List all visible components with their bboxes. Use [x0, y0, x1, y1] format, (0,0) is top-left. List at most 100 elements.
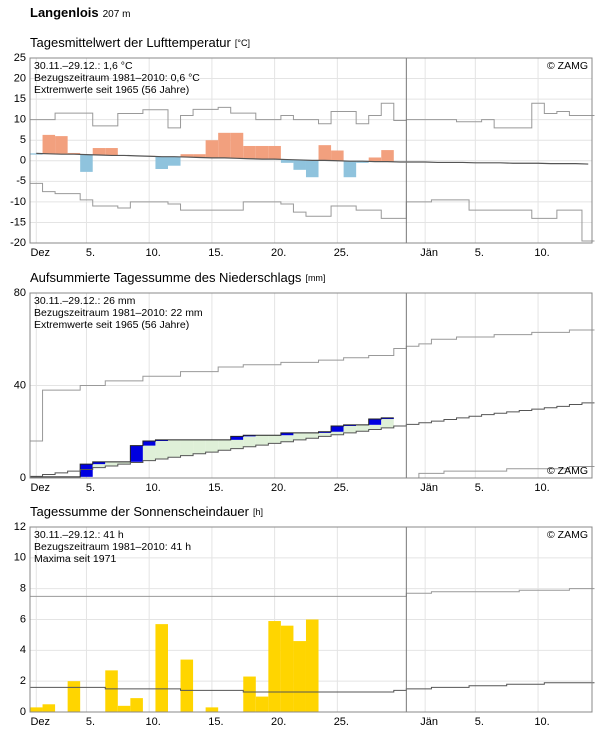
credit: © ZAMG — [547, 529, 588, 541]
surplus-fill — [142, 445, 156, 461]
surplus-fill — [243, 436, 256, 447]
legend-note: 30.11.–29.12.: 1,6 °C — [34, 60, 133, 72]
deviation-bar — [92, 148, 106, 156]
legend-note: Maxima seit 1971 — [34, 553, 116, 565]
bar — [30, 707, 43, 712]
daily-increment — [80, 464, 93, 477]
x-tick-label: 10. — [534, 247, 549, 259]
y-tick-label: 10 — [14, 114, 26, 126]
daily-increment — [92, 461, 106, 465]
daily-increment — [368, 419, 382, 425]
x-tick-label: Jän — [420, 247, 438, 259]
y-tick-label: 2 — [20, 675, 26, 687]
x-tick-label: 10. — [534, 482, 549, 494]
x-tick-label: 20. — [271, 247, 286, 259]
chart-title: Aufsummierte Tagessumme des Niederschlag… — [30, 270, 325, 285]
surplus-fill — [105, 461, 118, 466]
y-tick-label: 4 — [20, 644, 26, 656]
deviation-bar — [105, 148, 118, 156]
bar — [205, 707, 219, 712]
x-tick-label: 10. — [146, 247, 161, 259]
y-tick-label: 8 — [20, 583, 26, 595]
surplus-fill — [305, 432, 319, 439]
plot-border — [29, 292, 593, 479]
surplus-fill — [356, 424, 369, 432]
surplus-fill — [368, 424, 382, 430]
step-line — [30, 402, 595, 477]
y-tick-label: 10 — [14, 552, 26, 564]
surplus-fill — [280, 435, 294, 442]
daily-increment — [243, 435, 256, 437]
daily-increment — [318, 431, 332, 433]
deviation-bar — [255, 145, 269, 160]
legend-note: Extremwerte seit 1965 (56 Jahre) — [34, 84, 189, 96]
x-tick-label: 5. — [475, 716, 484, 728]
deviation-bar — [42, 134, 56, 154]
x-tick-label: Jän — [420, 716, 438, 728]
y-tick-label: 0 — [20, 472, 26, 484]
bar — [243, 676, 256, 712]
bar — [130, 698, 143, 712]
bar — [293, 641, 306, 712]
surplus-fill — [180, 439, 194, 456]
y-tick-label: 25 — [14, 52, 26, 64]
surplus-fill — [381, 419, 394, 428]
legend-note: Bezugszeitraum 1981–2010: 41 h — [34, 541, 191, 553]
surplus-fill — [155, 441, 168, 460]
chart-title: Tagessumme der Sonnenscheindauer [h] — [30, 504, 263, 519]
deviation-bar — [230, 132, 244, 159]
y-tick-label: -10 — [10, 196, 26, 208]
surplus-fill — [218, 439, 231, 451]
surplus-fill — [92, 464, 106, 468]
chart-title-text: Tagesmittelwert der Lufttemperatur — [30, 35, 232, 50]
daily-increment — [331, 425, 344, 432]
credit: © ZAMG — [547, 465, 588, 477]
x-tick-label: 25. — [334, 482, 349, 494]
cumulative-line — [30, 417, 394, 478]
x-tick-label: 5. — [475, 247, 484, 259]
surplus-fill — [268, 435, 281, 444]
legend-note: 30.11.–29.12.: 26 mm — [34, 295, 136, 307]
deviation-bar — [205, 140, 219, 158]
plot-area — [30, 58, 592, 243]
y-tick-label: 80 — [14, 287, 26, 299]
bar — [117, 705, 131, 712]
x-tick-label: 15. — [208, 247, 223, 259]
deviation-bar — [67, 152, 81, 155]
deviation-bar — [167, 156, 181, 166]
step-line — [30, 682, 595, 693]
daily-increment — [280, 432, 294, 436]
x-tick-label: 10. — [534, 716, 549, 728]
deviation-bar — [293, 159, 306, 170]
deviation-bar — [318, 145, 332, 161]
x-tick-label: Jän — [420, 482, 438, 494]
daily-increment — [381, 417, 394, 420]
bar — [105, 670, 118, 712]
deviation-bar — [80, 154, 93, 172]
surplus-fill — [230, 439, 244, 449]
deviation-bar — [218, 132, 231, 158]
deviation-bar — [368, 157, 382, 162]
y-tick-label: 0 — [20, 706, 26, 718]
surplus-fill — [117, 461, 131, 465]
bar — [255, 696, 269, 712]
x-tick-label: Dez — [30, 482, 50, 494]
station-name: Langenlois — [30, 5, 99, 20]
y-tick-label: 5 — [20, 134, 26, 146]
daily-increment — [343, 424, 357, 426]
chart-unit: [h] — [253, 507, 263, 517]
station-elevation: 207 m — [103, 9, 131, 20]
deviation-bar — [381, 150, 394, 162]
deviation-bar — [268, 145, 281, 160]
x-tick-label: 10. — [146, 482, 161, 494]
deviation-bar — [305, 160, 319, 178]
y-tick-label: 40 — [14, 379, 26, 391]
x-tick-label: 15. — [208, 482, 223, 494]
y-tick-label: 0 — [20, 155, 26, 167]
chart-title-text: Aufsummierte Tagessumme des Niederschlag… — [30, 270, 302, 285]
legend-note: 30.11.–29.12.: 41 h — [34, 529, 124, 541]
surplus-fill — [331, 431, 344, 435]
daily-increment — [142, 441, 156, 446]
deviation-bar — [243, 145, 256, 159]
